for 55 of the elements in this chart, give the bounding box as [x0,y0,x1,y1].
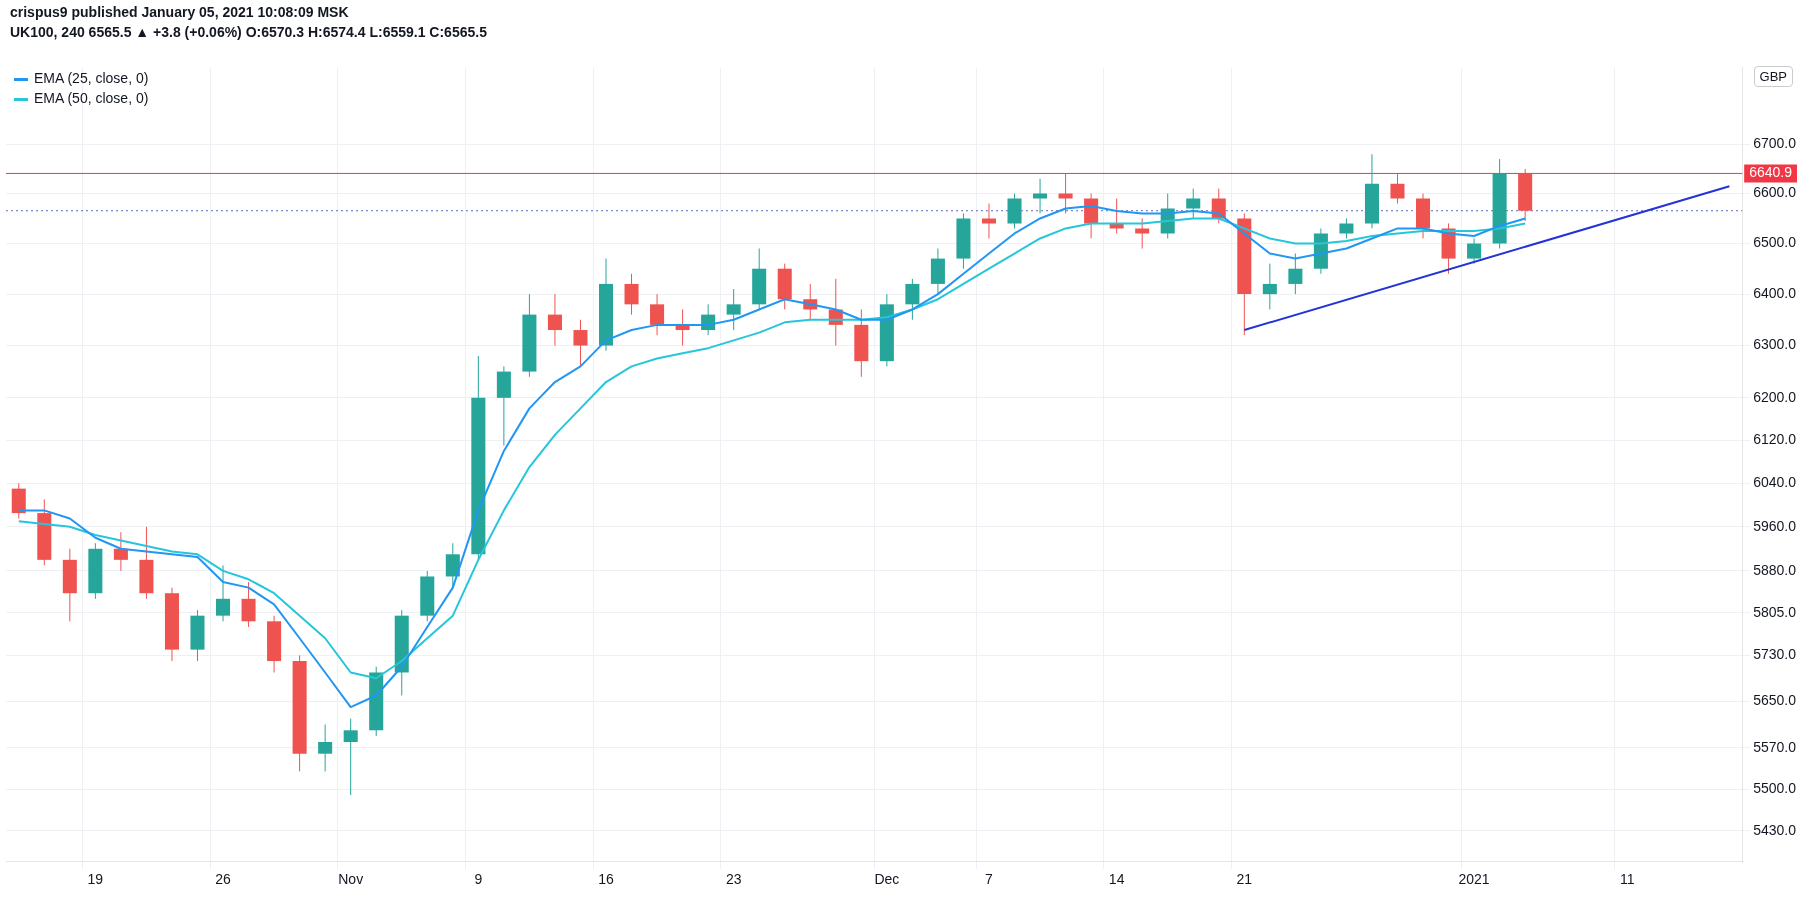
candlestick [1262,263,1277,310]
chart-title: UK100, 240 6565.5 ▲ +3.8 (+0.06%) O:6570.3 H:6574.4 L:6559.1 C:6565.5 [10,24,488,40]
y-tick-label: 5960.0 [1753,517,1797,534]
x-tick-label: 7 [985,871,994,888]
candlestick [113,531,128,572]
candlestick [573,319,588,367]
y-tick-label: 5730.0 [1753,646,1797,663]
candlestick [241,581,256,628]
candlestick [1033,178,1048,214]
candlestick [1186,188,1201,219]
text: crispus9 published January 05, 2021 10:08:09 MSK [10,4,350,20]
y-tick-label: 5570.0 [1753,738,1797,755]
candlestick [726,288,741,331]
x-tick-label: 26 [215,871,232,888]
candlestick [343,718,358,796]
candlestick [216,564,231,622]
x-tick-label: 9 [474,871,483,888]
candlestick [318,723,333,772]
candlestick [1339,217,1354,239]
candlestick [905,278,920,321]
x-tick-label: Dec [874,871,900,888]
x-tick-label: 23 [725,871,742,888]
legend-label: EMA (50, close, 0) [33,89,149,108]
x-tick-label: 19 [87,871,104,888]
y-tick-label: 6600.0 [1753,184,1797,201]
candlestick [1288,253,1303,295]
candlestick [547,293,562,347]
candlestick [1135,217,1150,250]
y-tick-label: 6040.0 [1753,474,1797,491]
y-tick-label: 5650.0 [1753,692,1797,709]
x-tick-label: 21 [1236,871,1253,888]
y-tick-label: 5805.0 [1753,603,1797,620]
x-tick-label: 2021 [1458,871,1490,888]
candlestick [650,293,665,336]
y-tick-label: 5430.0 [1753,821,1797,838]
y-tick-label: 6300.0 [1753,336,1797,353]
candlestick [1390,173,1405,205]
y-axis-title: GBP [1753,66,1793,87]
y-tick-label: 6200.0 [1753,388,1797,405]
ref-line-label: 6640.9 [1749,164,1793,181]
x-tick-label: 11 [1620,871,1635,888]
y-tick-label: 5880.0 [1753,561,1797,578]
y-tick-label: 6400.0 [1753,284,1797,301]
candlestick [624,273,639,316]
candlestick [1058,173,1073,214]
y-tick-label: 5500.0 [1753,780,1797,796]
x-tick-label: Nov [338,871,364,888]
y-tick-label: 6700.0 [1753,135,1797,152]
legend-label: EMA (25, close, 0) [33,69,149,88]
x-tick-label: 16 [598,871,614,888]
candlestick [1467,237,1482,265]
y-tick-label: 6120.0 [1753,431,1797,448]
candlestick [981,203,997,239]
x-tick-label: 14 [1108,871,1125,888]
y-tick-label: 6500.0 [1753,234,1797,251]
